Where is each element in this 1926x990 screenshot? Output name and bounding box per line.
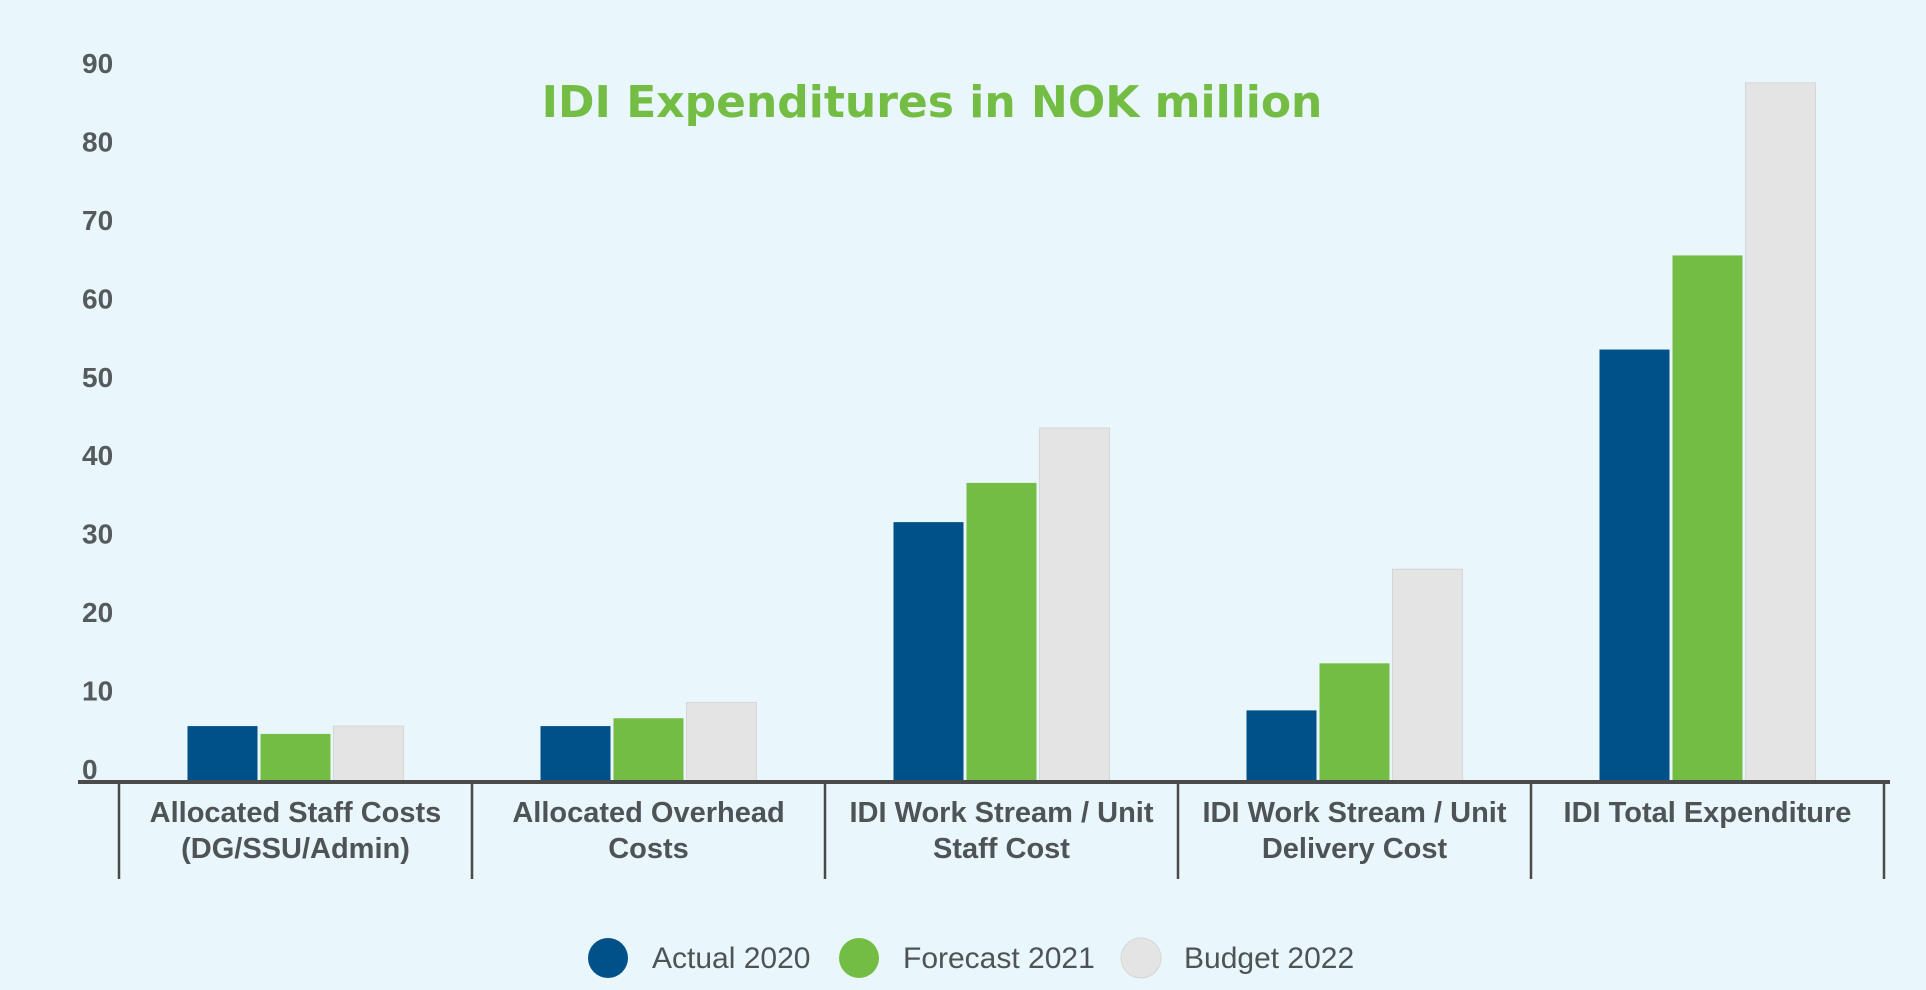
y-tick-label-20: 20 — [82, 597, 113, 628]
y-tick-label-70: 70 — [82, 205, 113, 236]
chart-title: IDI Expenditures in NOK million — [542, 77, 1323, 128]
legend-swatch-budget-2022 — [1120, 937, 1162, 979]
y-axis-ticks: 0 10 20 30 40 50 60 70 80 90 — [82, 48, 113, 785]
y-tick-label-90: 90 — [82, 48, 113, 79]
category-label-1-line-1: Costs — [608, 833, 689, 865]
category-label-2-line-0: IDI Work Stream / Unit — [849, 797, 1153, 829]
bar-budget-2022-3 — [1392, 568, 1463, 782]
y-tick-label-10: 10 — [82, 676, 113, 707]
legend-label-actual-2020: Actual 2020 — [652, 942, 810, 975]
x-axis — [78, 780, 1890, 879]
bar-budget-2022-2 — [1039, 427, 1110, 782]
y-tick-label-30: 30 — [82, 519, 113, 550]
bar-budget-2022-1 — [686, 702, 757, 782]
category-label-0-line-0: Allocated Staff Costs — [150, 797, 442, 829]
bar-forecast-2021-0 — [260, 733, 331, 781]
legend-label-forecast-2021: Forecast 2021 — [903, 942, 1095, 975]
chart-title-group: IDI Expenditures in NOK million — [542, 77, 1323, 128]
category-label-3-line-0: IDI Work Stream / Unit — [1202, 797, 1506, 829]
category-label-3-line-1: Delivery Cost — [1262, 833, 1448, 865]
y-tick-label-80: 80 — [82, 126, 113, 157]
bar-budget-2022-0 — [333, 725, 404, 782]
y-tick-label-60: 60 — [82, 283, 113, 314]
bar-forecast-2021-4 — [1672, 255, 1743, 781]
category-label-4-line-0: IDI Total Expenditure — [1564, 797, 1852, 829]
x-axis-category-labels: Allocated Staff Costs (DG/SSU/Admin) Alloc… — [150, 797, 1852, 865]
bar-forecast-2021-3 — [1319, 663, 1390, 781]
bar-actual-2020-3 — [1246, 710, 1317, 781]
bar-actual-2020-0 — [187, 726, 258, 781]
category-label-1-line-0: Allocated Overhead — [512, 797, 784, 829]
legend-swatch-forecast-2021 — [839, 938, 879, 978]
bar-actual-2020-2 — [893, 522, 964, 781]
y-tick-label-50: 50 — [82, 362, 113, 393]
category-label-2-line-1: Staff Cost — [933, 833, 1070, 865]
y-tick-label-40: 40 — [82, 440, 113, 471]
legend-label-budget-2022: Budget 2022 — [1184, 942, 1354, 975]
bar-actual-2020-1 — [540, 726, 611, 781]
bars — [187, 82, 1816, 782]
legend-swatch-actual-2020 — [588, 938, 628, 978]
bar-actual-2020-4 — [1599, 349, 1670, 781]
bar-forecast-2021-1 — [613, 718, 684, 781]
y-tick-label-0: 0 — [82, 754, 98, 785]
legend: Actual 2020 Forecast 2021 Budget 2022 — [588, 937, 1354, 979]
bar-budget-2022-4 — [1745, 82, 1816, 782]
bar-forecast-2021-2 — [966, 482, 1037, 781]
category-label-0-line-1: (DG/SSU/Admin) — [181, 833, 410, 865]
